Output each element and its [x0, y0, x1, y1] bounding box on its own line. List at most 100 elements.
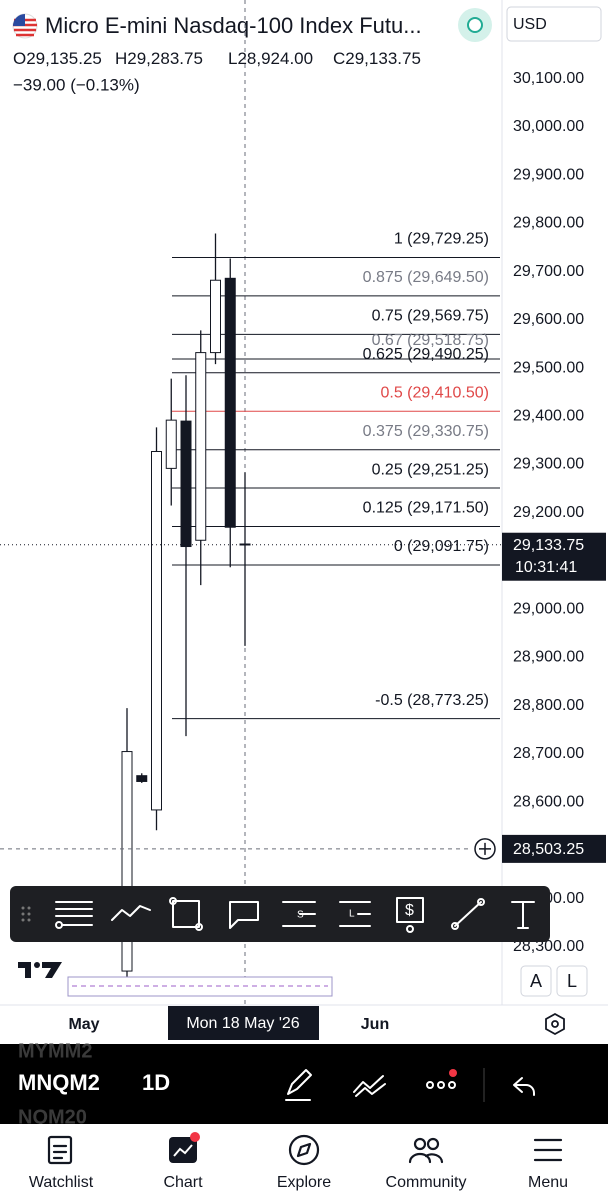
y-tick-label: 29,700.00	[513, 263, 584, 280]
svg-text:S: S	[297, 910, 304, 921]
candle-body	[180, 420, 192, 548]
y-tick-label: 29,400.00	[513, 408, 584, 425]
flag-icon	[12, 13, 38, 39]
nav-watchlist-icon[interactable]	[47, 1135, 73, 1165]
undo-icon[interactable]	[513, 1077, 535, 1096]
y-tick-label: 28,800.00	[513, 697, 584, 714]
fib-label: 0.875 (29,649.50)	[363, 269, 489, 286]
tool-rect[interactable]	[169, 897, 203, 931]
tool-long[interactable]: L	[339, 901, 371, 927]
indicator-icon[interactable]	[353, 1075, 386, 1097]
svg-text:L: L	[349, 909, 355, 920]
ohlc: O29,135.25 H29,283.75 L28,924.00 C29,133.75	[13, 49, 421, 68]
tool-line[interactable]	[451, 898, 485, 930]
plot: 30,100.00 30,000.00 29,900.00 29,800.00 29,7…	[0, 70, 606, 981]
nav-label[interactable]: Community	[386, 1174, 467, 1191]
crosshair-price-label: 28,503.25	[513, 841, 584, 858]
y-tick-label: 29,800.00	[513, 215, 584, 232]
y-tick-label: 30,000.00	[513, 118, 584, 135]
candle-body	[121, 751, 133, 972]
ohlc-high: H29,283.75	[115, 49, 203, 68]
y-tick-label: 29,000.00	[513, 600, 584, 617]
fib-label: 0.25 (29,251.25)	[372, 461, 489, 478]
tool-text[interactable]	[511, 901, 535, 929]
crosshair-date: Mon 18 May '26	[186, 1015, 299, 1032]
last-price-box	[502, 532, 606, 581]
y-tick-label: 29,200.00	[513, 504, 584, 521]
y-tick-label: 28,600.00	[513, 793, 584, 810]
candle-body	[136, 775, 148, 782]
fib-label: 0.5 (29,410.50)	[380, 384, 489, 401]
crosshair-price-box	[502, 834, 606, 863]
log-scale-button[interactable]	[556, 965, 588, 997]
symbol[interactable]: MNQM2	[18, 1070, 100, 1095]
fib-label: -0.5 (28,773.25)	[375, 692, 489, 709]
crosshair-date-box	[168, 1006, 319, 1040]
tool-path[interactable]	[111, 905, 151, 921]
log-scale-label: L	[567, 971, 577, 991]
time-label: May	[68, 1016, 99, 1033]
currency-button[interactable]	[506, 6, 602, 42]
fib-label: 0.125 (29,171.50)	[363, 500, 489, 517]
nav-label[interactable]: Menu	[528, 1174, 568, 1191]
y-tick-label: 28,300.00	[513, 938, 584, 955]
status-dot	[467, 17, 483, 33]
add-alert-plus	[479, 842, 491, 855]
settings-icon[interactable]	[545, 1012, 565, 1036]
y-tick-label: 28,700.00	[513, 745, 584, 762]
candle-body	[165, 419, 177, 469]
notification-dot	[449, 1069, 457, 1077]
prev-symbol[interactable]: MYMM2	[18, 1040, 92, 1062]
nav-explore-icon[interactable]	[288, 1134, 320, 1166]
candle-body	[210, 279, 221, 354]
y-tick-label: 28,900.00	[513, 649, 584, 666]
y-tick-label: 29,300.00	[513, 456, 584, 473]
y-tick-label: 30,100.00	[513, 70, 584, 87]
candle-body	[224, 277, 236, 528]
candle-body	[195, 352, 207, 541]
last-price-label: 29,133.75	[513, 537, 584, 554]
ohlc-open: O29,135.25	[13, 49, 102, 68]
nav-label[interactable]: Explore	[277, 1174, 331, 1191]
symbol-bar	[0, 1044, 608, 1124]
candle-body	[151, 450, 162, 811]
auto-scale-button[interactable]	[520, 965, 552, 997]
countdown: 10:31:41	[515, 559, 577, 576]
nav-chart-glyph	[173, 1144, 193, 1157]
tool-price[interactable]: $	[396, 897, 424, 933]
change: −39.00 (−0.13%)	[13, 75, 140, 94]
fib-label: 1 (29,729.25)	[394, 231, 489, 248]
y-tick-label: 29,900.00	[513, 166, 584, 183]
fib-label: 0.375 (29,330.75)	[363, 423, 489, 440]
interval[interactable]: 1D	[142, 1070, 170, 1095]
auto-scale-label: A	[530, 971, 542, 991]
tool-callout[interactable]	[229, 901, 259, 929]
fib-label: 0.67 (29,518.75)	[372, 332, 489, 349]
y-tick-label: 29,500.00	[513, 359, 584, 376]
tool-fib[interactable]	[55, 901, 93, 929]
tool-short[interactable]: S	[282, 901, 316, 927]
nav-chart-icon[interactable]	[169, 1137, 197, 1163]
fib-label: 0.75 (29,569.75)	[372, 308, 489, 325]
ohlc-close: C29,133.75	[333, 49, 421, 68]
y-tick-label: 29,600.00	[513, 311, 584, 328]
fib-label: 0.625 (29,490.25)	[363, 346, 489, 363]
drawing-toolbar: S L $	[10, 886, 550, 942]
currency: USD	[513, 16, 547, 33]
nav-label[interactable]: Chart	[163, 1174, 203, 1191]
nav-menu-icon[interactable]	[533, 1138, 563, 1162]
fib-label: 0 (29,091.75)	[394, 538, 489, 555]
svg-text:$: $	[405, 902, 414, 919]
settings-icon-dot	[551, 1020, 559, 1028]
nav-community-icon[interactable]	[408, 1137, 444, 1164]
more-icon[interactable]	[426, 1081, 456, 1089]
symbol-title[interactable]: Micro E-mini Nasdaq-100 Index Futu...	[45, 13, 422, 38]
nav-label[interactable]: Watchlist	[29, 1174, 94, 1191]
ohlc-low: L28,924.00	[228, 49, 313, 68]
nav-chart-dot	[190, 1132, 200, 1142]
logo	[18, 962, 62, 978]
draw-icon[interactable]	[285, 1069, 312, 1101]
next-symbol[interactable]: NQM20	[18, 1106, 87, 1128]
